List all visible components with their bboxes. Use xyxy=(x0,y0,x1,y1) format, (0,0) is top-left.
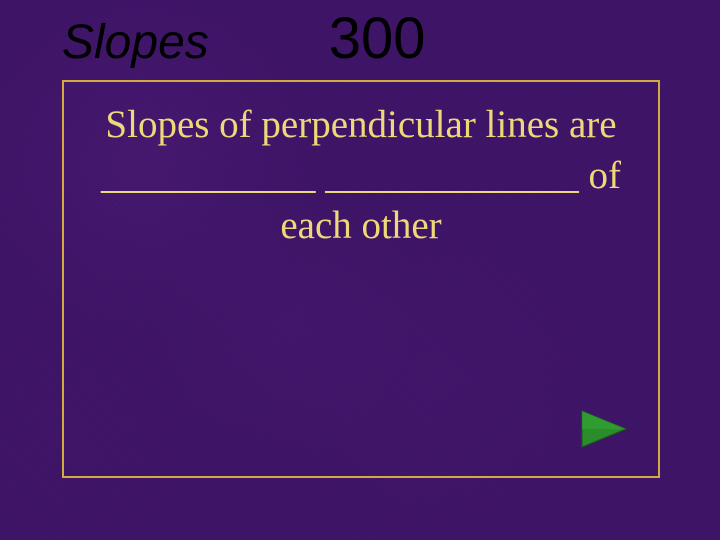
question-text: Slopes of perpendicular lines are ______… xyxy=(64,82,658,252)
points-label: 300 xyxy=(329,5,426,72)
forward-icon xyxy=(578,407,630,451)
slide-header: Slopes 300 xyxy=(62,5,502,72)
category-label: Slopes xyxy=(62,15,209,70)
question-box: Slopes of perpendicular lines are ______… xyxy=(62,80,660,478)
forward-button[interactable] xyxy=(578,407,630,451)
